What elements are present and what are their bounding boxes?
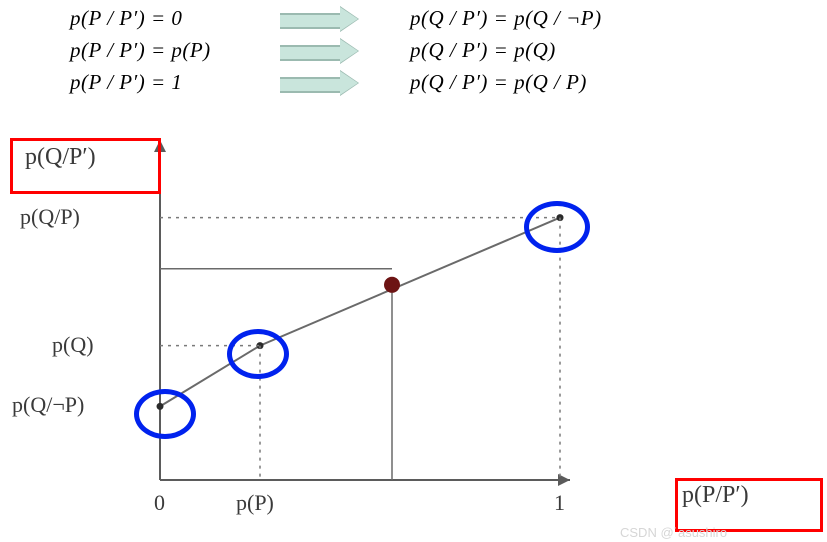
highlight-circle-2 [227, 329, 289, 379]
arrow-icon [280, 10, 360, 28]
highlight-box-x-title [675, 478, 823, 532]
eq2-left: p(P / P′) = p(P) [70, 38, 270, 63]
eq3-right: p(Q / P′) = p(Q / P) [410, 70, 587, 95]
ytick-label-qp: p(Q/P) [20, 204, 80, 230]
eq2-right: p(Q / P′) = p(Q) [410, 38, 556, 63]
xtick-label-1: 1 [554, 490, 565, 516]
arrow-icon [280, 42, 360, 60]
equation-row-3: p(P / P′) = 1 p(Q / P′) = p(Q / P) [70, 70, 587, 95]
equation-row-2: p(P / P′) = p(P) p(Q / P′) = p(Q) [70, 38, 556, 63]
ytick-label-notp: p(Q/¬P) [12, 392, 84, 418]
eq1-left: p(P / P′) = 0 [70, 6, 270, 31]
arrow-icon [280, 74, 360, 92]
highlight-box-y-title [10, 138, 161, 194]
equation-row-1: p(P / P′) = 0 p(Q / P′) = p(Q / ¬P) [70, 6, 602, 31]
xtick-label-0: 0 [154, 490, 165, 516]
watermark: CSDN @˙asushiro [620, 525, 727, 540]
ytick-label-q: p(Q) [52, 332, 94, 358]
eq3-left: p(P / P′) = 1 [70, 70, 270, 95]
xtick-label-pp: p(P) [236, 490, 274, 516]
highlight-circle-1 [134, 389, 196, 439]
highlight-circle-3 [524, 201, 590, 253]
figure-container: p(P / P′) = 0 p(Q / P′) = p(Q / ¬P) p(P … [0, 0, 827, 542]
eq1-right: p(Q / P′) = p(Q / ¬P) [410, 6, 602, 31]
